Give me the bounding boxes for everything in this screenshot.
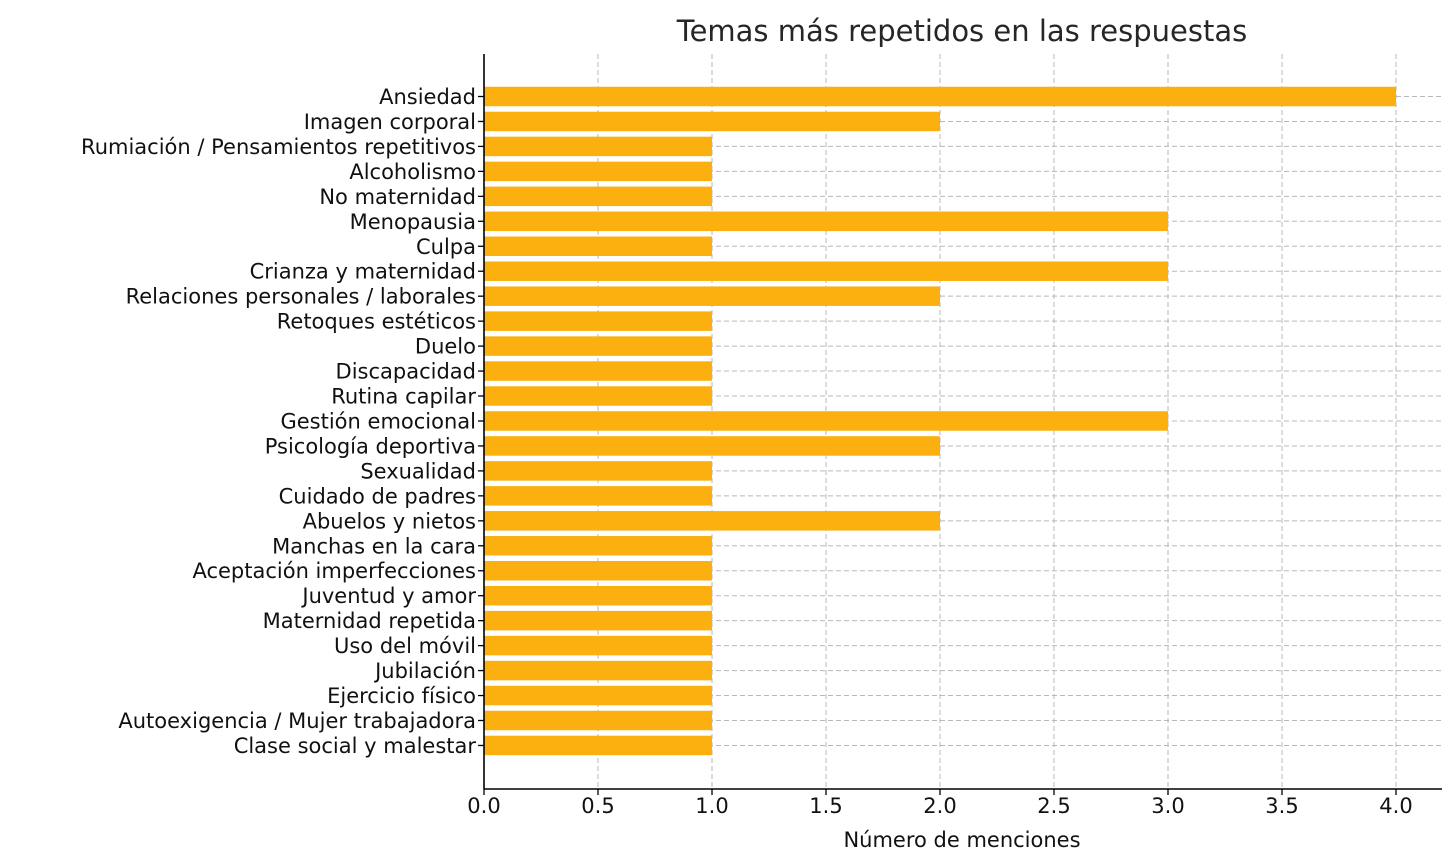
- bar: [484, 411, 1168, 431]
- bar: [484, 286, 940, 306]
- bar: [484, 311, 712, 331]
- bar: [484, 111, 940, 132]
- y-tick-label: Gestión emocional: [280, 409, 476, 433]
- x-tick-label: 0.5: [581, 794, 614, 818]
- x-axis-label: Número de menciones: [843, 828, 1080, 852]
- bar: [484, 710, 712, 731]
- y-tick-label: Uso del móvil: [334, 634, 476, 658]
- bars: [484, 86, 1396, 756]
- y-tick-label: Juventud y amor: [300, 584, 476, 608]
- bar: [484, 735, 712, 756]
- bar: [484, 336, 712, 356]
- bar: [484, 486, 712, 506]
- x-tick-label: 0.0: [467, 794, 500, 818]
- bar: [484, 585, 712, 606]
- bar: [484, 211, 1168, 232]
- y-tick-label: Culpa: [416, 235, 476, 259]
- y-tick-label: Menopausia: [350, 210, 476, 234]
- y-tick-label: Duelo: [415, 335, 476, 359]
- x-tick-label: 3.0: [1151, 794, 1184, 818]
- y-tick-label: Rumiación / Pensamientos repetitivos: [81, 135, 476, 159]
- y-tick-label: Aceptación imperfecciones: [192, 559, 476, 583]
- y-tick-label: Maternidad repetida: [263, 609, 476, 633]
- bar: [484, 236, 712, 257]
- bar: [484, 461, 712, 481]
- y-tick-label: Psicología deportiva: [265, 434, 476, 458]
- bar: [484, 161, 712, 182]
- bar: [484, 660, 712, 681]
- bar: [484, 86, 1396, 107]
- bar: [484, 186, 712, 207]
- y-tick-label: Relaciones personales / laborales: [126, 285, 476, 309]
- bar: [484, 560, 712, 581]
- bar: [484, 361, 712, 381]
- x-tick-label: 2.5: [1037, 794, 1070, 818]
- y-tick-label: Discapacidad: [336, 360, 476, 384]
- y-tick-label: Crianza y maternidad: [250, 260, 476, 284]
- bar: [484, 536, 712, 556]
- y-tick-label: Abuelos y nietos: [303, 509, 476, 533]
- y-tick-label: Sexualidad: [360, 459, 476, 483]
- y-tick-label: Ansiedad: [379, 85, 476, 109]
- x-tick-label: 1.5: [809, 794, 842, 818]
- y-tick-label: Ejercicio físico: [327, 684, 476, 708]
- y-tick-label: Alcoholismo: [349, 160, 476, 184]
- y-tick-label: Autoexigencia / Mujer trabajadora: [118, 709, 476, 733]
- y-tick-label: Imagen corporal: [304, 110, 476, 134]
- x-tick-label: 2.0: [923, 794, 956, 818]
- bar: [484, 436, 940, 456]
- y-tick-label: Cuidado de padres: [279, 484, 476, 508]
- bar: [484, 511, 940, 531]
- x-tick-label: 1.0: [695, 794, 728, 818]
- y-tick-label: Jubilación: [373, 659, 476, 683]
- bar: [484, 685, 712, 706]
- x-tick-label: 3.5: [1265, 794, 1298, 818]
- bar: [484, 386, 712, 406]
- bar: [484, 610, 712, 631]
- y-tick-label: Retoques estéticos: [277, 310, 476, 334]
- x-tick-label: 4.0: [1379, 794, 1412, 818]
- bar: [484, 635, 712, 656]
- y-tick-label: Manchas en la cara: [272, 534, 476, 558]
- chart-title: Temas más repetidos en las respuestas: [676, 14, 1247, 48]
- x-ticks: 0.0 0.5 1.0 1.5 2.0 2.5 3.0 3.5 4.0: [467, 789, 1413, 818]
- y-tick-label: Rutina capilar: [331, 385, 476, 409]
- bar: [484, 136, 712, 157]
- y-tick-label: Clase social y malestar: [234, 734, 477, 758]
- bar: [484, 261, 1168, 281]
- y-tick-label: No maternidad: [319, 185, 476, 209]
